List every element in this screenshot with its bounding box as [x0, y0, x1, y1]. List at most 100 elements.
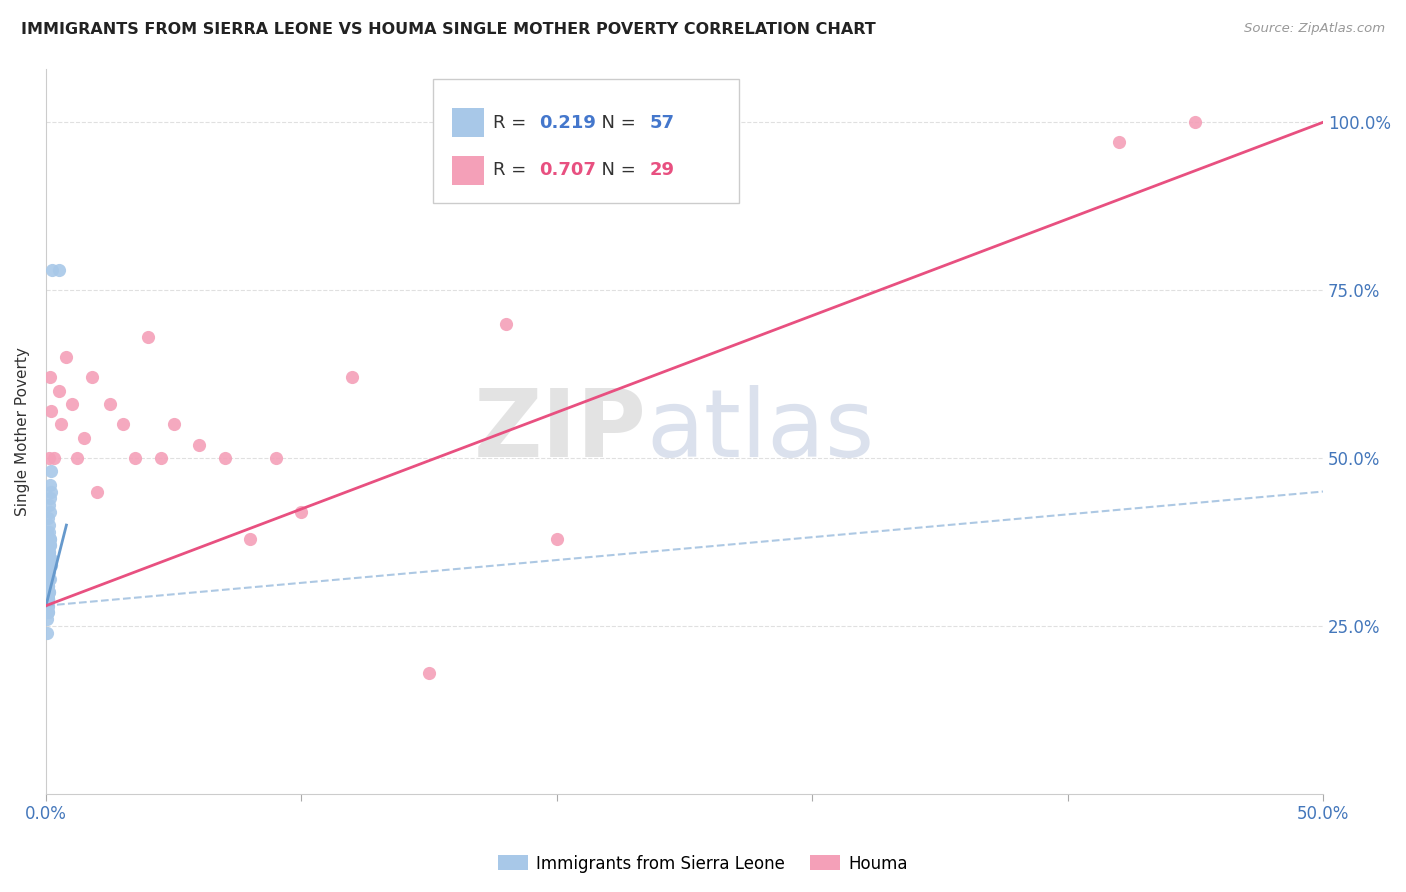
FancyBboxPatch shape	[453, 109, 484, 137]
Point	[37, 565, 59, 579]
Point	[136, 330, 159, 344]
Point	[39, 551, 62, 566]
Point	[37, 591, 59, 606]
Point	[35, 572, 58, 586]
Point	[35, 591, 58, 606]
Text: 0.219: 0.219	[538, 114, 596, 132]
Point	[39, 572, 62, 586]
Point	[149, 450, 172, 465]
Text: R =: R =	[494, 161, 531, 179]
Point	[35, 612, 58, 626]
Text: N =: N =	[591, 161, 641, 179]
Point	[342, 370, 364, 384]
Point	[39, 558, 62, 573]
Text: 29: 29	[650, 161, 675, 179]
Point	[38, 565, 60, 579]
Point	[37, 599, 59, 613]
Point	[38, 572, 60, 586]
Point	[38, 545, 60, 559]
Y-axis label: Single Mother Poverty: Single Mother Poverty	[15, 347, 30, 516]
Point	[35, 599, 58, 613]
Text: N =: N =	[591, 114, 641, 132]
Point	[39, 505, 62, 519]
Point	[37, 599, 59, 613]
Point	[290, 505, 312, 519]
Point	[1108, 136, 1130, 150]
Point	[38, 478, 60, 492]
Point	[35, 572, 58, 586]
Point	[37, 511, 59, 525]
Point	[98, 397, 121, 411]
Point	[37, 551, 59, 566]
Text: 57: 57	[650, 114, 675, 132]
Point	[37, 585, 59, 599]
Point	[418, 665, 440, 680]
Point	[37, 538, 59, 552]
Point	[124, 450, 146, 465]
Legend: Immigrants from Sierra Leone, Houma: Immigrants from Sierra Leone, Houma	[491, 848, 915, 880]
Point	[37, 591, 59, 606]
Point	[39, 538, 62, 552]
Text: ZIP: ZIP	[474, 385, 647, 477]
Point	[38, 450, 60, 465]
Point	[37, 558, 59, 573]
Point	[48, 384, 70, 398]
Point	[48, 263, 70, 277]
Point	[39, 404, 62, 418]
Point	[37, 578, 59, 592]
Text: R =: R =	[494, 114, 531, 132]
Point	[38, 524, 60, 539]
Point	[38, 558, 60, 573]
Point	[37, 578, 59, 592]
Point	[35, 625, 58, 640]
Point	[38, 538, 60, 552]
Point	[55, 350, 77, 364]
Point	[73, 431, 96, 445]
Point	[37, 578, 59, 592]
Point	[37, 585, 59, 599]
Text: Source: ZipAtlas.com: Source: ZipAtlas.com	[1244, 22, 1385, 36]
Point	[188, 437, 211, 451]
Point	[37, 591, 59, 606]
Point	[38, 558, 60, 573]
Point	[37, 585, 59, 599]
Point	[38, 532, 60, 546]
Point	[37, 551, 59, 566]
Point	[38, 518, 60, 533]
Point	[37, 524, 59, 539]
Text: IMMIGRANTS FROM SIERRA LEONE VS HOUMA SINGLE MOTHER POVERTY CORRELATION CHART: IMMIGRANTS FROM SIERRA LEONE VS HOUMA SI…	[21, 22, 876, 37]
Point	[495, 317, 517, 331]
Text: atlas: atlas	[647, 385, 875, 477]
Point	[42, 450, 65, 465]
Point	[38, 370, 60, 384]
FancyBboxPatch shape	[453, 155, 484, 185]
Point	[38, 572, 60, 586]
Point	[39, 532, 62, 546]
Point	[239, 532, 262, 546]
Point	[80, 370, 103, 384]
Point	[38, 585, 60, 599]
Point	[111, 417, 134, 432]
Text: 0.707: 0.707	[538, 161, 596, 179]
Point	[38, 551, 60, 566]
Point	[60, 397, 83, 411]
Point	[39, 464, 62, 478]
Point	[41, 263, 63, 277]
Point	[38, 585, 60, 599]
Point	[51, 417, 73, 432]
Point	[39, 484, 62, 499]
Point	[86, 484, 108, 499]
Point	[37, 565, 59, 579]
Point	[37, 591, 59, 606]
Point	[37, 606, 59, 620]
Point	[39, 558, 62, 573]
Point	[38, 498, 60, 512]
FancyBboxPatch shape	[433, 79, 740, 202]
Point	[214, 450, 236, 465]
Point	[39, 491, 62, 506]
Point	[65, 450, 87, 465]
Point	[37, 606, 59, 620]
Point	[37, 599, 59, 613]
Point	[38, 545, 60, 559]
Point	[163, 417, 186, 432]
